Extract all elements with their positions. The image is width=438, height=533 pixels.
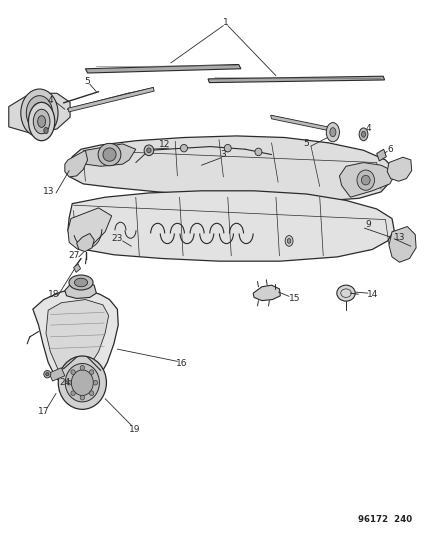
Ellipse shape	[71, 370, 93, 395]
Ellipse shape	[38, 116, 46, 127]
Text: 13: 13	[43, 188, 55, 196]
Text: 13: 13	[394, 233, 405, 241]
Polygon shape	[253, 285, 280, 301]
Ellipse shape	[28, 102, 55, 141]
Ellipse shape	[180, 144, 187, 152]
Text: 15: 15	[289, 294, 300, 303]
Text: 14: 14	[367, 290, 378, 298]
Polygon shape	[65, 281, 96, 298]
Ellipse shape	[26, 96, 53, 130]
Ellipse shape	[44, 370, 51, 378]
Ellipse shape	[67, 381, 71, 385]
Text: 4: 4	[48, 96, 53, 104]
Polygon shape	[208, 76, 385, 83]
Ellipse shape	[58, 356, 106, 409]
Ellipse shape	[285, 236, 293, 246]
Ellipse shape	[287, 239, 291, 243]
Ellipse shape	[74, 278, 88, 287]
Ellipse shape	[93, 381, 98, 385]
Ellipse shape	[147, 148, 151, 153]
Text: 17: 17	[38, 407, 49, 416]
Text: 6: 6	[388, 145, 394, 154]
Text: 12: 12	[159, 141, 170, 149]
Polygon shape	[77, 233, 94, 252]
Polygon shape	[49, 368, 65, 381]
Text: 27: 27	[68, 252, 79, 260]
Polygon shape	[68, 136, 394, 201]
Polygon shape	[85, 64, 241, 73]
Text: 5: 5	[84, 77, 90, 85]
Ellipse shape	[357, 170, 374, 190]
Polygon shape	[271, 115, 339, 133]
Polygon shape	[9, 93, 70, 133]
Polygon shape	[68, 87, 154, 112]
Text: 4: 4	[365, 125, 371, 133]
Ellipse shape	[71, 370, 75, 375]
Ellipse shape	[89, 391, 94, 395]
Polygon shape	[33, 289, 118, 389]
Text: 5: 5	[303, 140, 309, 148]
Polygon shape	[68, 208, 112, 249]
Ellipse shape	[80, 395, 85, 400]
Ellipse shape	[330, 128, 336, 137]
Text: 1: 1	[223, 18, 229, 27]
Text: 18: 18	[48, 290, 59, 298]
Polygon shape	[85, 144, 136, 166]
Ellipse shape	[71, 391, 75, 395]
Polygon shape	[387, 157, 412, 181]
Ellipse shape	[103, 148, 116, 161]
Ellipse shape	[361, 175, 370, 185]
Text: 19: 19	[129, 425, 141, 433]
Polygon shape	[46, 300, 109, 378]
Ellipse shape	[21, 89, 58, 137]
Polygon shape	[377, 149, 386, 161]
Ellipse shape	[98, 143, 121, 166]
Text: 24: 24	[59, 378, 71, 387]
Text: 96172  240: 96172 240	[358, 515, 413, 523]
Ellipse shape	[224, 144, 231, 152]
Text: 9: 9	[365, 221, 371, 229]
Text: 23: 23	[112, 235, 123, 243]
Ellipse shape	[65, 364, 99, 402]
Text: 16: 16	[176, 359, 187, 368]
Ellipse shape	[33, 109, 50, 134]
Ellipse shape	[255, 148, 262, 156]
Polygon shape	[389, 227, 416, 262]
Ellipse shape	[80, 366, 85, 370]
Ellipse shape	[32, 103, 47, 123]
Ellipse shape	[44, 127, 48, 134]
Polygon shape	[65, 150, 88, 177]
Ellipse shape	[144, 145, 154, 156]
Ellipse shape	[326, 123, 339, 142]
Ellipse shape	[46, 373, 49, 376]
Polygon shape	[339, 163, 394, 197]
Polygon shape	[74, 264, 81, 272]
Text: 3: 3	[220, 150, 226, 159]
Polygon shape	[68, 191, 394, 261]
Ellipse shape	[69, 275, 93, 290]
Ellipse shape	[337, 285, 355, 301]
Ellipse shape	[359, 128, 368, 141]
Ellipse shape	[89, 370, 94, 375]
Ellipse shape	[361, 132, 365, 137]
